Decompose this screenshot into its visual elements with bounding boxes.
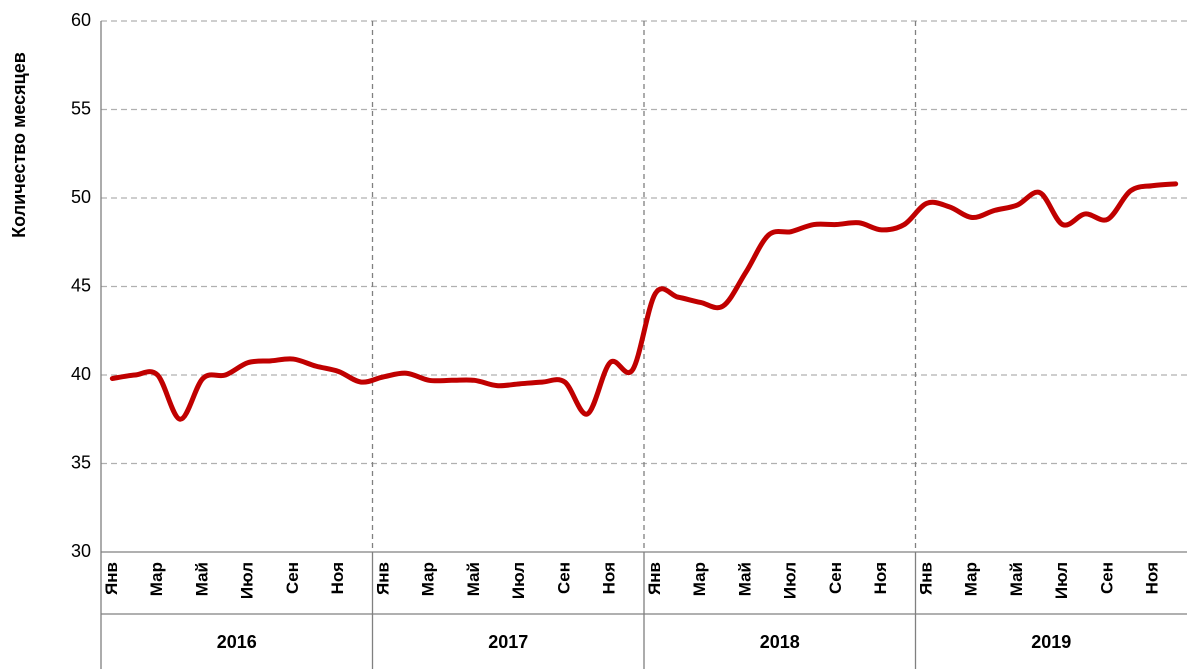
year-label: 2016 (217, 632, 257, 652)
y-tick-label: 55 (71, 98, 91, 118)
x-tick-label: Янв (373, 562, 392, 595)
y-tick-label: 35 (71, 452, 91, 472)
line-series (109, 181, 1179, 422)
x-tick-label: Май (464, 562, 483, 596)
year-label: 2019 (1031, 632, 1071, 652)
y-tick-label: 45 (71, 275, 91, 295)
x-tick-label: Сен (283, 562, 302, 594)
y-tick-label: 50 (71, 187, 91, 207)
y-tick-label: 30 (71, 541, 91, 561)
x-tick-label: Сен (826, 562, 845, 594)
y-tick-label: 60 (71, 10, 91, 30)
x-tick-label: Сен (554, 562, 573, 594)
x-tick-label: Май (192, 562, 211, 596)
x-tick-label: Май (735, 562, 754, 596)
x-tick-label: Мар (962, 562, 981, 596)
x-tick-label: Сен (1097, 562, 1116, 594)
x-tick-label: Янв (102, 562, 121, 595)
year-label: 2017 (488, 632, 528, 652)
x-tick-label: Июл (509, 562, 528, 599)
x-tick-label: Ноя (871, 562, 890, 594)
y-tick-label: 40 (71, 364, 91, 384)
x-tick-label: Мар (419, 562, 438, 596)
x-tick-label: Мар (147, 562, 166, 596)
x-tick-label: Ноя (1143, 562, 1162, 594)
x-tick-label: Май (1007, 562, 1026, 596)
y-axis-label: Количество месяцев (9, 52, 29, 238)
x-tick-label: Июл (781, 562, 800, 599)
x-tick-label: Мар (690, 562, 709, 596)
year-label: 2018 (760, 632, 800, 652)
x-tick-label: Янв (916, 562, 935, 595)
x-tick-label: Янв (645, 562, 664, 595)
x-tick-label: Ноя (600, 562, 619, 594)
x-tick-label: Июл (1052, 562, 1071, 599)
x-tick-label: Ноя (328, 562, 347, 594)
x-tick-label: Июл (238, 562, 257, 599)
